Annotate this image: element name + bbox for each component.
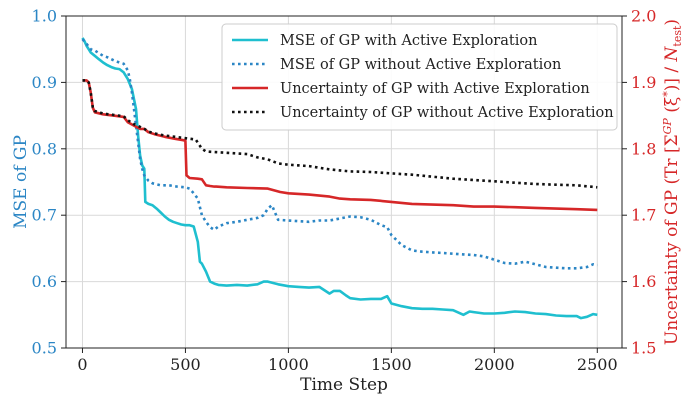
legend-label-unc-random: Uncertainty of GP without Active Explora… [280, 105, 614, 121]
right-tick-label: 1.9 [631, 73, 656, 92]
left-tick-label: 0.7 [32, 206, 57, 225]
right-tick-label: 1.5 [631, 339, 656, 358]
x-tick-label: 0 [77, 355, 87, 374]
right-tick-label: 1.8 [631, 139, 656, 158]
right-tick-label: 1.7 [631, 206, 656, 225]
x-tick-label: 2000 [474, 355, 515, 374]
uncertainty-random-line [82, 79, 598, 189]
x-tick-label: 2500 [577, 355, 618, 374]
legend-label-mse-random: MSE of GP without Active Exploration [280, 57, 561, 73]
x-tick-label: 1000 [268, 355, 309, 374]
right-axis-label: Uncertainty of GP (Tr [ΣGP (ξ*)] / Ntest… [661, 19, 684, 345]
x-tick-label: 1500 [371, 355, 412, 374]
plot-frame [65, 15, 623, 349]
left-tick-label: 0.8 [32, 139, 57, 158]
left-tick-label: 0.6 [32, 272, 57, 291]
left-tick-label: 0.9 [32, 73, 57, 92]
legend-box [221, 23, 618, 131]
right-tick-label: 1.6 [631, 272, 656, 291]
uncertainty-active-line [82, 79, 598, 212]
legend-label-mse-active: MSE of GP with Active Exploration [280, 33, 537, 49]
series-group [81, 37, 598, 320]
right-tick-label: 2.0 [631, 7, 656, 26]
legend-label-unc-active: Uncertainty of GP with Active Exploratio… [280, 81, 590, 97]
x-axis-ticks: 0 500 1000 1500 2000 2500 [77, 348, 618, 374]
legend: MSE of GP with Active Exploration MSE of… [221, 23, 618, 131]
left-tick-label: 1.0 [32, 7, 57, 26]
left-axis-label: MSE of GP [11, 135, 31, 229]
mse-random-line [81, 38, 598, 270]
x-axis-label: Time Step [300, 375, 388, 395]
left-axis-ticks: 0.5 0.6 0.7 0.8 0.9 1.0 [32, 7, 66, 358]
left-tick-label: 0.5 [32, 339, 57, 358]
right-axis-ticks: 1.5 1.6 1.7 1.8 1.9 2.0 [622, 7, 656, 358]
x-tick-label: 500 [170, 355, 201, 374]
